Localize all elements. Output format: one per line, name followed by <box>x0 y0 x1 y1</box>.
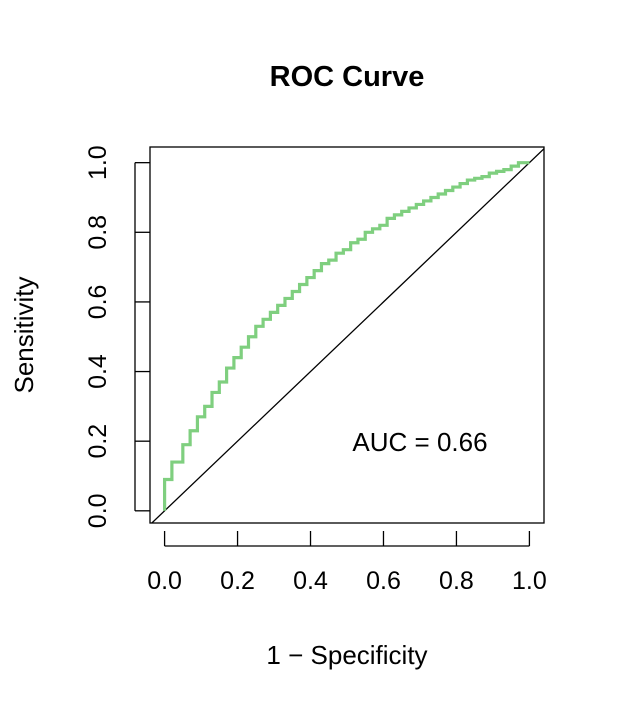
y-tick-label: 1.0 <box>84 145 112 180</box>
y-tick-label: 0.4 <box>84 354 112 389</box>
x-tick-label: 1.0 <box>512 567 547 595</box>
plot-frame <box>149 146 545 524</box>
plot-area <box>150 148 544 523</box>
roc-curve-line <box>162 161 530 511</box>
y-tick-label: 0.6 <box>84 285 112 320</box>
y-tick-label: 0.0 <box>84 493 112 528</box>
x-tick-label: 0.2 <box>220 567 255 595</box>
y-tick-label: 0.8 <box>84 215 112 250</box>
chart-title: ROC Curve <box>270 61 425 93</box>
x-tick-label: 0.8 <box>439 567 474 595</box>
x-tick-label: 0.0 <box>147 567 182 595</box>
y-axis: 0.0 0.2 0.4 0.6 0.8 1.0 <box>84 145 150 528</box>
x-tick-label: 0.4 <box>293 567 328 595</box>
y-axis-label: Sensitivity <box>9 276 39 393</box>
x-tick-label: 0.6 <box>366 567 401 595</box>
x-axis-label: 1 − Specificity <box>266 640 427 670</box>
x-axis: 0.0 0.2 0.4 0.6 0.8 1.0 <box>147 531 547 595</box>
y-tick-label: 0.2 <box>84 424 112 459</box>
auc-annotation: AUC = 0.66 <box>352 427 487 457</box>
reference-diagonal <box>150 148 544 523</box>
